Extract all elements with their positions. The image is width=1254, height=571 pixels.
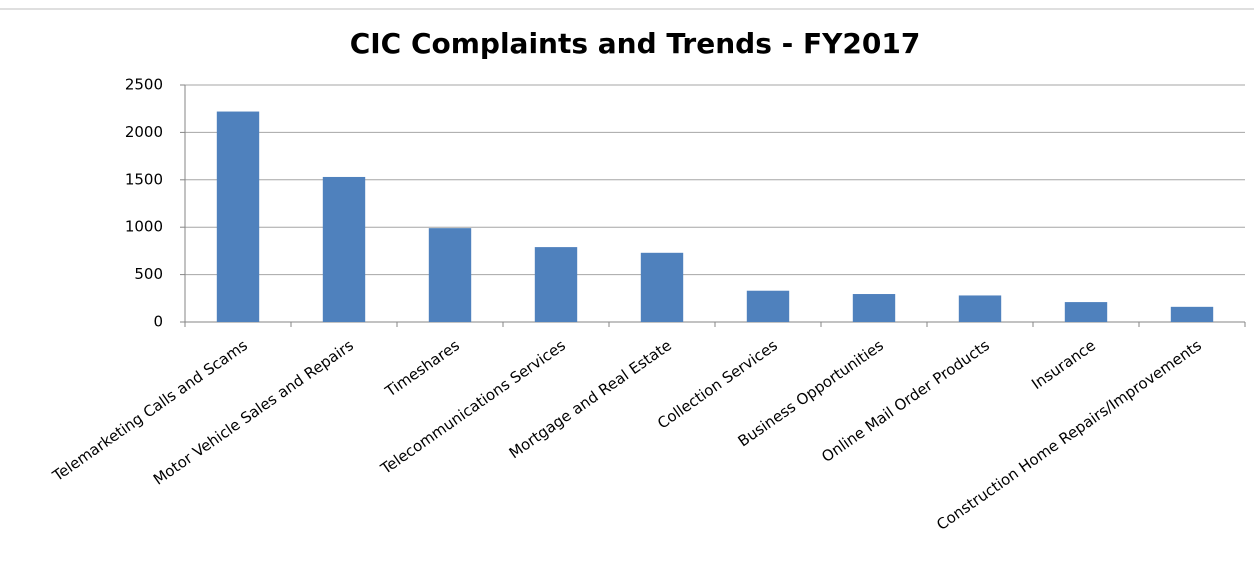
y-tick-label: 2000 <box>125 123 163 141</box>
bar <box>746 290 790 322</box>
bar <box>534 247 578 322</box>
x-tick-label: Timeshares <box>381 336 463 401</box>
x-tick-label: Online Mail Order Products <box>818 336 993 466</box>
x-tick-label: Insurance <box>1028 336 1099 393</box>
bar <box>852 294 896 322</box>
bar <box>322 176 366 322</box>
chart-title: CIC Complaints and Trends - FY2017 <box>350 27 921 60</box>
x-tick-label: Motor Vehicle Sales and Repairs <box>150 336 357 489</box>
y-tick-label: 0 <box>153 313 163 331</box>
y-tick-label: 1000 <box>125 218 163 236</box>
y-tick-label: 2500 <box>125 76 163 94</box>
bar <box>428 228 472 322</box>
y-tick-label: 1500 <box>125 170 163 188</box>
x-tick-label: Telecommunications Services <box>377 336 569 478</box>
bar <box>216 111 260 322</box>
bar <box>1064 302 1108 322</box>
x-tick-label: Telemarketing Calls and Scams <box>49 336 251 485</box>
y-tick-label: 500 <box>134 265 163 283</box>
bar <box>640 252 684 322</box>
bar <box>1170 306 1214 322</box>
bar <box>958 295 1002 322</box>
